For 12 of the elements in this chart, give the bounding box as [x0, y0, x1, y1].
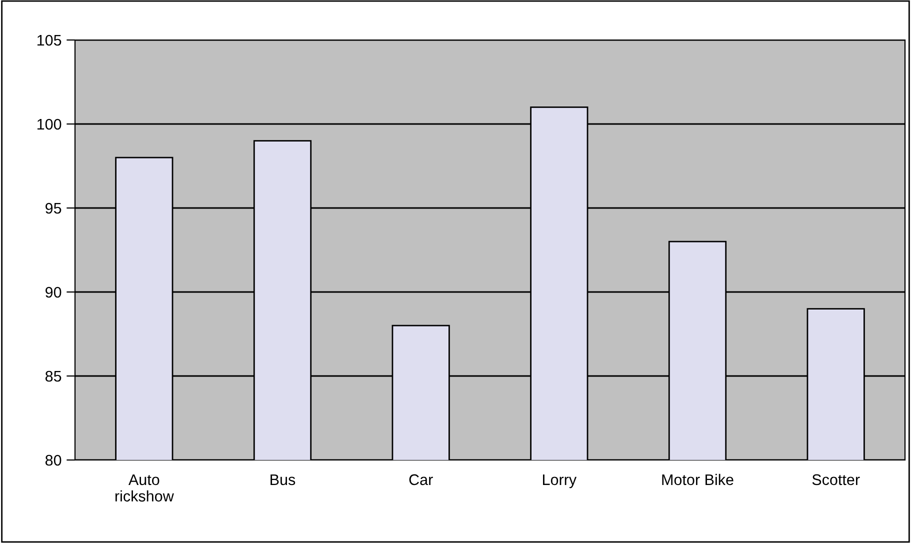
y-tick-label: 100	[37, 118, 62, 130]
y-tick-label: 95	[46, 202, 62, 214]
y-tick-label: 90	[46, 286, 62, 298]
x-tick-label: Motor Bike	[662, 474, 734, 486]
x-tick-label: Lorry	[543, 474, 577, 488]
x-tick-label: Bus	[270, 474, 296, 486]
y-tick-label: 85	[45, 370, 62, 382]
y-tick-label: 80	[45, 454, 62, 466]
x-tick-label: Car	[409, 474, 433, 486]
x-tick-label: Scotter	[812, 474, 860, 486]
x-tick-label: Auto rickshow	[115, 474, 174, 502]
y-tick-label: 105	[37, 34, 62, 46]
